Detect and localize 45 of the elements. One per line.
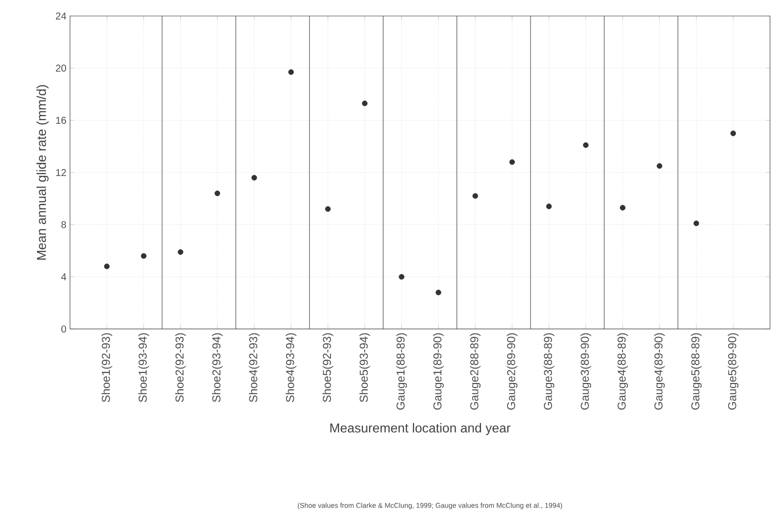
y-tick-label: 16	[56, 116, 66, 124]
point	[362, 100, 368, 106]
y-axis-title: Mean annual glide rate (mm/d)	[36, 85, 49, 260]
y-tick-label: 12	[56, 169, 66, 176]
point	[620, 204, 626, 210]
x-tick-label: Shoe5(93-94)	[359, 333, 370, 402]
x-tick-label: Gauge3(89-90)	[580, 333, 592, 410]
x-tick-label: Gauge2(89-90)	[506, 333, 518, 410]
point	[694, 220, 700, 226]
y-tick-label: 24	[56, 12, 66, 20]
point	[288, 69, 294, 75]
point	[656, 163, 662, 169]
point	[509, 159, 515, 165]
point	[472, 193, 478, 199]
y-tick-label: 8	[61, 221, 66, 228]
x-tick-label: Gauge2(88-89)	[470, 333, 481, 410]
point	[436, 290, 442, 296]
y-tick-label: 20	[56, 64, 66, 72]
point	[178, 249, 184, 255]
x-tick-label: Gauge5(88-89)	[690, 333, 702, 410]
y-tick-label: 4	[61, 273, 66, 280]
point	[398, 274, 404, 280]
x-tick-label: Shoe5(92-93)	[322, 333, 334, 402]
point	[214, 190, 220, 196]
point	[140, 253, 146, 259]
point	[583, 142, 589, 148]
y-tick-label: 0	[61, 325, 66, 333]
point	[546, 204, 552, 210]
x-tick-label: Shoe2(93-94)	[212, 333, 223, 402]
x-axis-title: Measurement location and year	[330, 423, 510, 436]
x-tick-label: Gauge1(89-90)	[433, 333, 444, 410]
x-tick-label: Shoe4(92-93)	[248, 333, 260, 402]
x-tick-label: Shoe4(93-94)	[286, 333, 296, 402]
point	[730, 130, 736, 136]
x-tick-label: Shoe1(92-93)	[102, 333, 112, 402]
x-tick-label: Gauge4(88-89)	[617, 333, 628, 410]
point	[325, 206, 331, 212]
point	[104, 264, 110, 270]
x-tick-label: Shoe1(93-94)	[138, 333, 150, 402]
x-tick-label: Gauge3(88-89)	[544, 333, 554, 410]
x-tick-label: Gauge1(88-89)	[396, 333, 407, 410]
x-tick-label: Gauge4(89-90)	[654, 333, 665, 410]
x-tick-label: Shoe2(92-93)	[175, 333, 186, 402]
point	[251, 174, 258, 180]
x-tick-label: Gauge5(89-90)	[728, 333, 739, 410]
